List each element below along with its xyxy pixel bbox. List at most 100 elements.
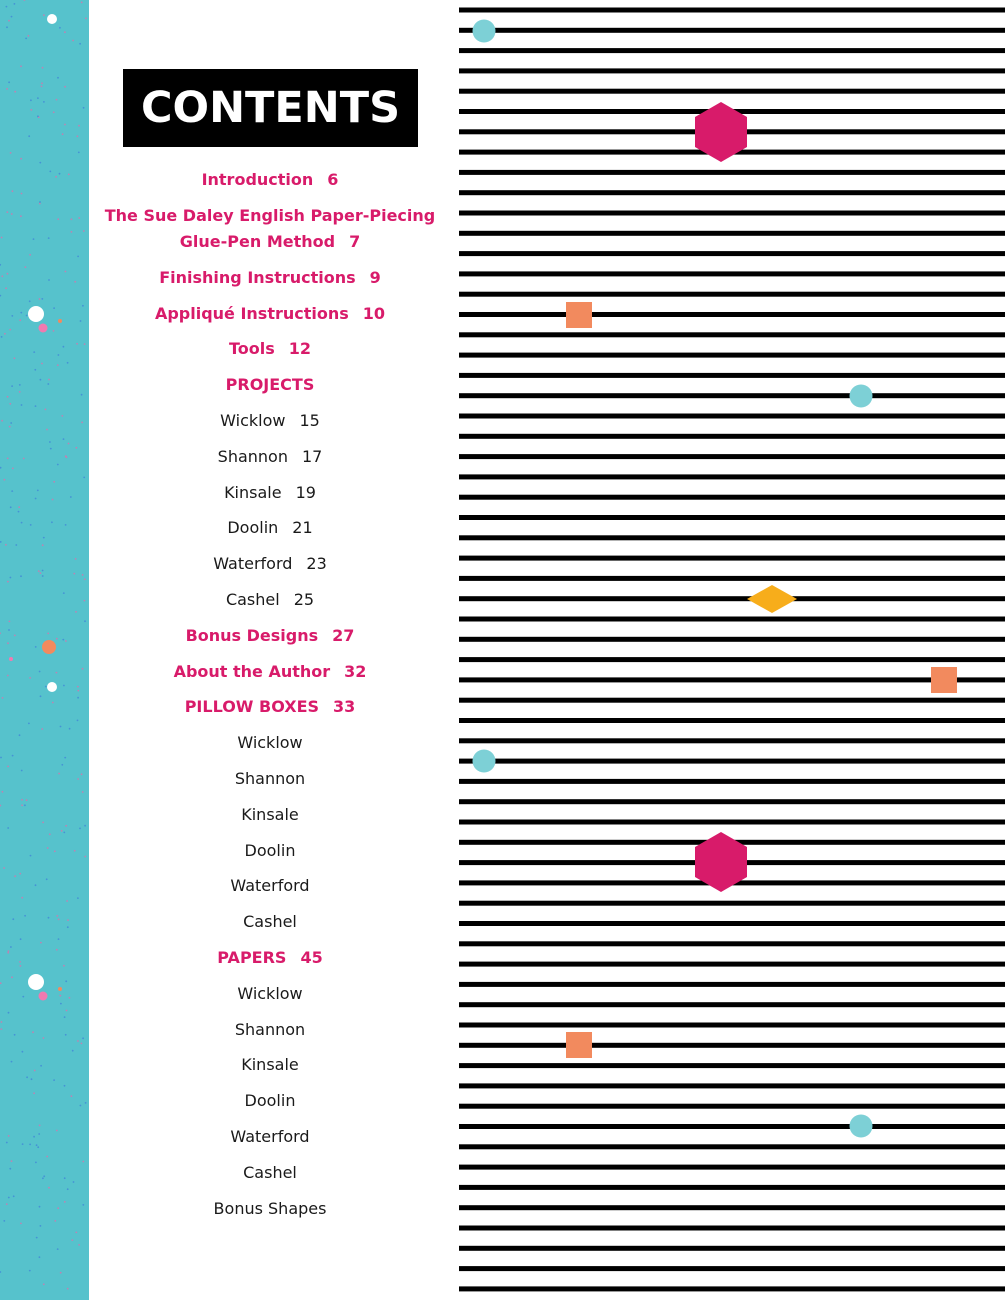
confetti-speck [63, 1084, 66, 1087]
confetti-speck [33, 1069, 36, 1072]
confetti-speck [8, 620, 11, 623]
confetti-speck [11, 385, 14, 387]
confetti-speck [5, 287, 7, 290]
toc-subentry: Cashel [100, 909, 440, 945]
table-of-contents: Introduction 6 The Sue Daley English Pape… [100, 167, 440, 1231]
confetti-speck [3, 478, 6, 481]
confetti-speck [25, 799, 28, 802]
confetti-speck [82, 304, 84, 307]
confetti-speck [57, 918, 60, 921]
confetti-speck [63, 1201, 66, 1203]
confetti-speck [13, 634, 16, 637]
confetti-speck [20, 65, 22, 68]
confetti-speck [48, 279, 50, 281]
confetti-speck [29, 1143, 31, 1146]
toc-entry: Finishing Instructions 9 [100, 265, 440, 301]
confetti-speck [38, 1256, 41, 1259]
confetti-speck [48, 1186, 50, 1189]
confetti-speck [55, 175, 57, 178]
confetti-speck [6, 88, 8, 90]
stripe [459, 941, 1005, 947]
stripe [459, 1042, 1005, 1048]
confetti-speck [34, 368, 37, 371]
confetti-speck [82, 230, 85, 232]
confetti-speck [33, 1135, 35, 1138]
toc-entry-label: Tools [228, 339, 275, 359]
confetti-dot [28, 974, 44, 990]
confetti-speck [14, 90, 17, 93]
confetti-dot [47, 682, 57, 692]
confetti-speck [52, 330, 55, 332]
stripe [459, 900, 1005, 906]
confetti-speck [64, 756, 67, 759]
confetti-speck [56, 915, 59, 917]
toc-subentry: Kinsale [100, 1052, 440, 1088]
confetti-speck [58, 772, 60, 775]
toc-entry: Wicklow 15 [100, 408, 440, 444]
confetti-speck [21, 804, 23, 807]
confetti-speck [77, 255, 79, 258]
confetti-speck [60, 1002, 62, 1005]
confetti-speck [13, 357, 16, 360]
stripe [459, 697, 1005, 703]
confetti-speck [51, 498, 54, 501]
confetti-speck [59, 1271, 62, 1274]
orange-square [566, 1032, 592, 1058]
toc-entry: Shannon 17 [100, 444, 440, 480]
toc-subentry: Doolin [100, 1088, 440, 1124]
confetti-speck [41, 575, 44, 577]
confetti-speck [46, 847, 49, 849]
toc-entry-page: 19 [295, 482, 316, 502]
confetti-speck [38, 202, 41, 205]
confetti-speck [74, 280, 77, 283]
confetti-speck [12, 1195, 15, 1198]
confetti-speck [81, 574, 84, 576]
orange-square [566, 302, 592, 328]
confetti-speck [29, 677, 31, 679]
stripe [459, 616, 1005, 622]
confetti-speck [75, 446, 78, 449]
confetti-speck [19, 319, 22, 322]
confetti-speck [83, 599, 86, 602]
contents-title-block: CONTENTS [123, 69, 418, 147]
stripe [459, 291, 1005, 297]
confetti-speck [38, 1133, 41, 1135]
confetti-speck [24, 266, 27, 268]
confetti-speck [66, 361, 69, 364]
stripe [459, 433, 1005, 439]
orange-square [931, 667, 957, 693]
confetti-speck [5, 1141, 8, 1144]
confetti-speck [82, 1204, 85, 1206]
confetti-speck [71, 1049, 74, 1052]
confetti-speck [23, 0, 26, 1]
toc-subentry: Waterford [100, 1124, 440, 1160]
confetti-speck [35, 1144, 38, 1147]
confetti-speck [22, 457, 25, 460]
confetti-speck [21, 1050, 24, 1053]
toc-entry-label: Wicklow [237, 733, 303, 753]
stripe [459, 251, 1005, 257]
confetti-speck [77, 897, 79, 899]
toc-entry: PILLOW BOXES 33 [100, 694, 440, 730]
confetti-speck [38, 1205, 41, 1208]
confetti-speck [76, 719, 79, 722]
confetti-speck [13, 1033, 16, 1036]
confetti-speck [46, 1155, 49, 1158]
toc-entry-label: Shannon [234, 768, 306, 788]
confetti-speck [0, 1028, 3, 1030]
confetti-speck [40, 941, 42, 944]
confetti-speck [7, 1196, 10, 1199]
confetti-speck [64, 123, 66, 126]
confetti-speck [18, 384, 21, 386]
confetti-speck [32, 1031, 34, 1034]
toc-entry-label: Appliqué Instructions [154, 303, 349, 323]
confetti-speck [11, 467, 14, 470]
toc-entry-label: Bonus Shapes [213, 1198, 327, 1218]
confetti-speck [62, 345, 65, 348]
toc-entry-label: Kinsale [224, 482, 282, 502]
toc-entry: Introduction 6 [100, 167, 440, 203]
confetti-speck [65, 824, 68, 827]
confetti-speck [70, 1095, 73, 1098]
confetti-speck [55, 637, 58, 640]
confetti-speck [0, 1271, 2, 1273]
